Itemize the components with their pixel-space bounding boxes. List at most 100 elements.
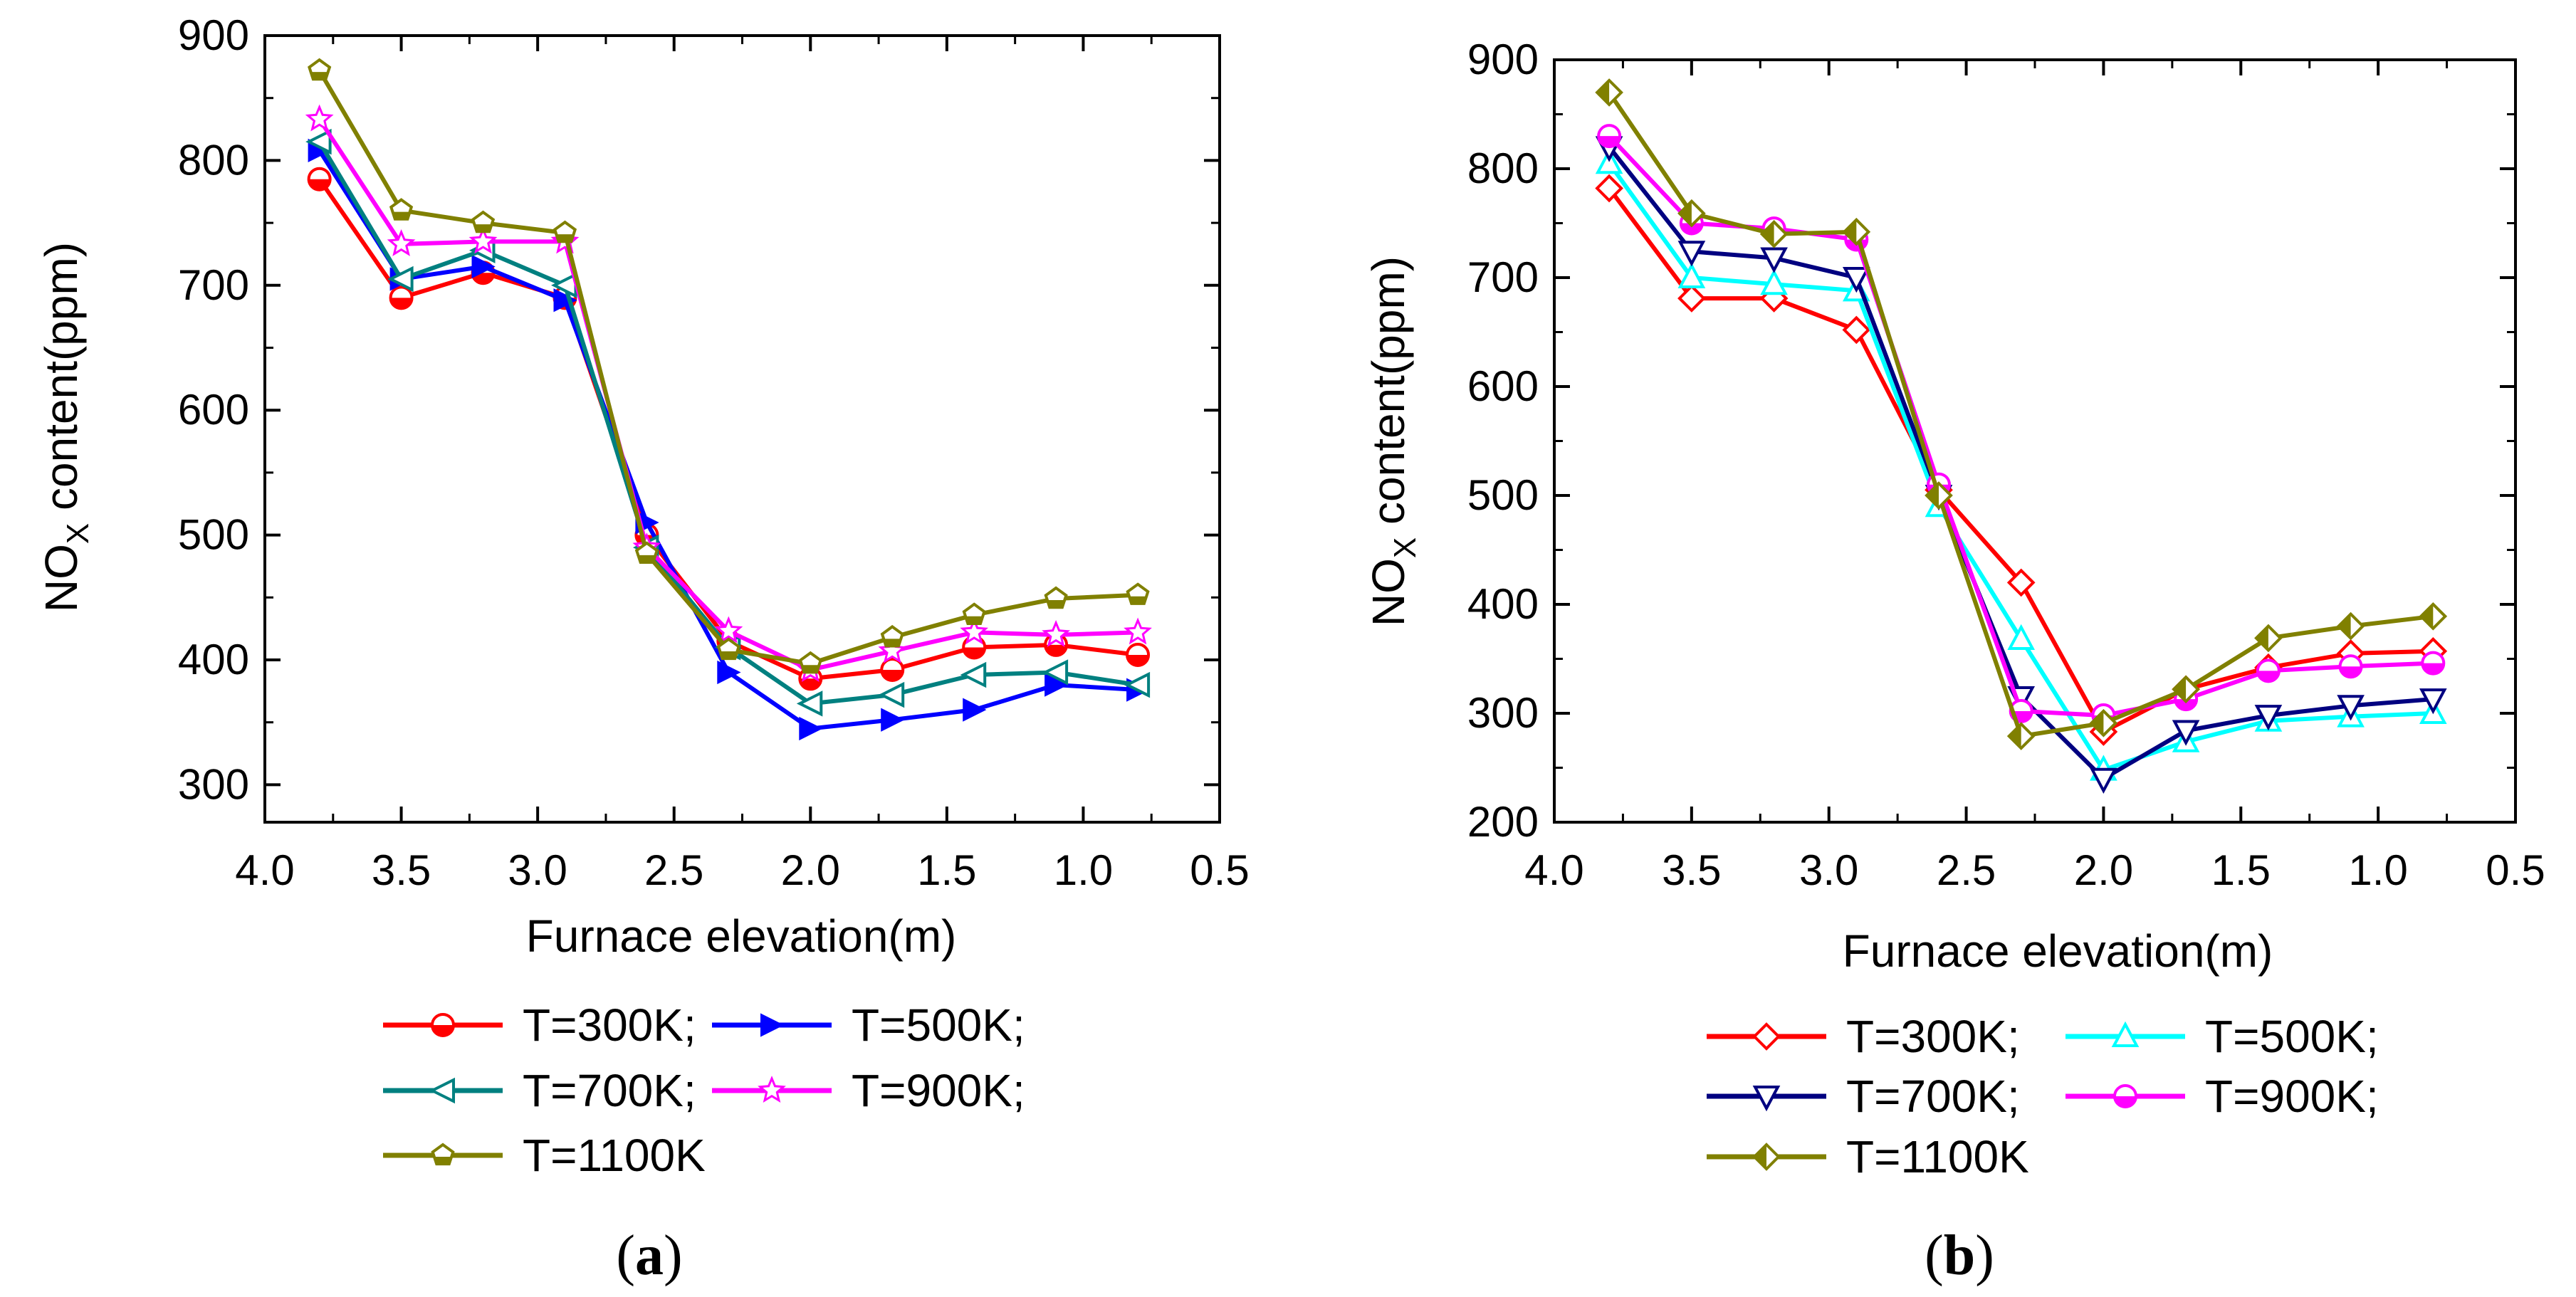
chart-b-legend-item-2: T=500K; bbox=[2065, 1011, 2379, 1062]
chart-b-series-1-point-shape bbox=[2006, 568, 2036, 597]
chart-b-series-4-point bbox=[1597, 124, 1622, 149]
chart-a-xtick-label: 1.5 bbox=[917, 846, 976, 894]
chart-b-series-5-point bbox=[2006, 722, 2036, 750]
chart-a-series-4-point-shape bbox=[1042, 620, 1071, 647]
chart-b-ytick-label: 900 bbox=[1467, 36, 1539, 83]
chart-a-series-2-point-shape bbox=[963, 698, 987, 722]
chart-b-legend-swatch-marker-fill bbox=[1754, 1145, 1766, 1169]
chart-b-legend-item-1: T=300K; bbox=[1707, 1011, 2020, 1062]
chart-a-series-3-point-shape bbox=[796, 690, 823, 717]
chart-a-series-3-point-shape bbox=[305, 128, 332, 155]
chart-a-series-2-point bbox=[881, 708, 905, 732]
chart-a-series-4-point bbox=[714, 616, 743, 644]
chart-a-series-5-point-fill bbox=[555, 234, 575, 242]
chart-a-series-1-point-fill bbox=[308, 179, 330, 190]
chart-a-series-2-point bbox=[471, 254, 496, 279]
chart-b-y-axis-label: NOX content(ppm) bbox=[1363, 256, 1423, 626]
chart-a-series-5-point bbox=[1044, 586, 1068, 609]
chart-a-series-5-point-fill bbox=[637, 555, 657, 562]
chart-b-series-5-point-fill bbox=[1597, 80, 1610, 105]
chart-b-legend-item-3: T=700K; bbox=[1707, 1071, 2020, 1122]
chart-b-ytick-label: 800 bbox=[1467, 145, 1539, 192]
chart-a-legend-swatch-marker bbox=[758, 1076, 786, 1103]
chart-a-series-5-point bbox=[389, 198, 414, 221]
chart-a-series-4-point-shape bbox=[1124, 617, 1152, 645]
chart-b-series-3-point bbox=[1842, 267, 1870, 293]
chart-b-xtick-label: 2.0 bbox=[2074, 846, 2133, 894]
chart-a-series-5-point bbox=[1126, 582, 1150, 605]
chart-a-series-4-point bbox=[1042, 620, 1071, 647]
chart-a-series-5-point-fill bbox=[963, 616, 985, 624]
chart-a-series-5-point bbox=[308, 58, 332, 81]
chart-b-xtick-label: 0.5 bbox=[2486, 846, 2545, 894]
chart-b-series-1-point bbox=[1842, 315, 1871, 345]
chart-b-series-5 bbox=[1595, 78, 2448, 750]
chart-a-xtick-label: 1.0 bbox=[1054, 846, 1113, 894]
chart-a-y-axis-label-rest: content(ppm) bbox=[36, 242, 87, 523]
chart-b-series-3-point-shape bbox=[2090, 767, 2117, 794]
chart-a-series-4-point bbox=[960, 617, 988, 645]
chart-a-series-5-point-fill bbox=[1045, 600, 1067, 608]
chart-b-series-4-point-fill bbox=[1680, 223, 1702, 234]
chart-b-series-5-point-fill bbox=[2421, 604, 2434, 629]
chart-b-series-2-point-shape bbox=[1677, 262, 1706, 288]
panel-b: 4.0 3.5 3.0 2.5 2.0 1.5 1.0 0.5 200 300 400 500 600 7… bbox=[1363, 36, 2545, 1287]
chart-a-series-1-point bbox=[389, 285, 414, 310]
chart-a-series-5-point bbox=[716, 637, 740, 661]
chart-a-series-2-point-shape bbox=[553, 288, 577, 313]
chart-a-series-4-point bbox=[1124, 617, 1152, 645]
chart-b-series-3-point bbox=[2337, 695, 2365, 721]
chart-a-series-3-point bbox=[305, 128, 332, 155]
chart-a-series-4-point-shape bbox=[878, 636, 907, 663]
chart-a-series-4-point bbox=[468, 226, 498, 254]
chart-b-legend-label: T=500K; bbox=[2205, 1011, 2379, 1062]
chart-a-legend-swatch-marker bbox=[429, 1077, 455, 1104]
chart-a-legend-swatch-marker-fill bbox=[432, 1025, 454, 1036]
chart-b-series-4-point-fill bbox=[2257, 671, 2279, 682]
chart-b-series-5-point bbox=[2419, 602, 2448, 631]
chart-a-series-4-point-shape bbox=[305, 104, 334, 132]
chart-b-xtick-label: 1.5 bbox=[2211, 846, 2271, 894]
chart-a-series-1-point-fill bbox=[1045, 644, 1067, 656]
chart-b-legend: T=300K; T=500K; T=700K; T=900K; T=1100K bbox=[1707, 1011, 2379, 1182]
chart-b-series-5-point bbox=[2089, 708, 2118, 737]
chart-a-series-3-point-shape bbox=[1042, 659, 1069, 686]
chart-a-series-1-point-fill bbox=[881, 670, 904, 681]
chart-a-plot-frame bbox=[263, 34, 1221, 824]
chart-a-legend-label: T=1100K bbox=[523, 1130, 706, 1181]
chart-a-xtick-label: 2.0 bbox=[781, 846, 840, 894]
chart-a-legend: T=300K; T=500K; T=700K; T=900K; T=1100K bbox=[383, 999, 1025, 1181]
chart-a-xtick-label: 4.0 bbox=[235, 846, 294, 894]
chart-a-legend-item-1: T=300K; bbox=[383, 999, 696, 1051]
chart-b-legend-swatch-marker bbox=[1752, 1022, 1781, 1051]
chart-a-series-5-point-fill bbox=[473, 224, 493, 232]
chart-a-series-5-point-fill bbox=[391, 211, 412, 219]
chart-b-series-5-point-fill bbox=[2091, 710, 2104, 735]
chart-a-series-5-line bbox=[318, 69, 1138, 666]
chart-b-series-3-point-shape bbox=[2337, 695, 2365, 721]
chart-b-xtick-label: 3.0 bbox=[1799, 846, 1858, 894]
chart-a-series-5-point bbox=[634, 541, 659, 564]
chart-a-series-4-point bbox=[305, 104, 334, 132]
chart-a-series-5-point-fill bbox=[309, 72, 330, 80]
chart-b-xtick-label: 1.0 bbox=[2348, 846, 2407, 894]
chart-a-legend-swatch-marker-fill bbox=[432, 1157, 454, 1165]
chart-b-series-5-point bbox=[1925, 481, 1953, 510]
chart-a-xtick-label: 3.0 bbox=[508, 846, 567, 894]
chart-a-legend-swatch-marker-shape bbox=[760, 1013, 785, 1037]
chart-b-legend-swatch-marker bbox=[2113, 1084, 2137, 1108]
chart-a-series-4-point bbox=[878, 636, 907, 663]
chart-a-series-4-point bbox=[387, 229, 416, 256]
chart-a-series-1-point bbox=[1126, 642, 1151, 667]
chart-b-series-2-point bbox=[1677, 262, 1706, 288]
chart-a-y-axis-label: NOX content(ppm) bbox=[36, 242, 95, 612]
chart-a-series-2-point-shape bbox=[717, 660, 741, 685]
chart-a-series-3-point bbox=[796, 690, 823, 717]
chart-a-series-5-point-fill bbox=[718, 651, 739, 659]
chart-a-series-3-point bbox=[1124, 671, 1151, 698]
chart-a-series-4-point-shape bbox=[468, 226, 498, 254]
chart-b-legend-label: T=300K; bbox=[1846, 1011, 2020, 1062]
chart-b-legend-swatch-marker bbox=[1752, 1086, 1781, 1112]
chart-b-series-3-point-shape bbox=[2172, 720, 2200, 746]
chart-b-ytick-label: 500 bbox=[1467, 471, 1539, 519]
